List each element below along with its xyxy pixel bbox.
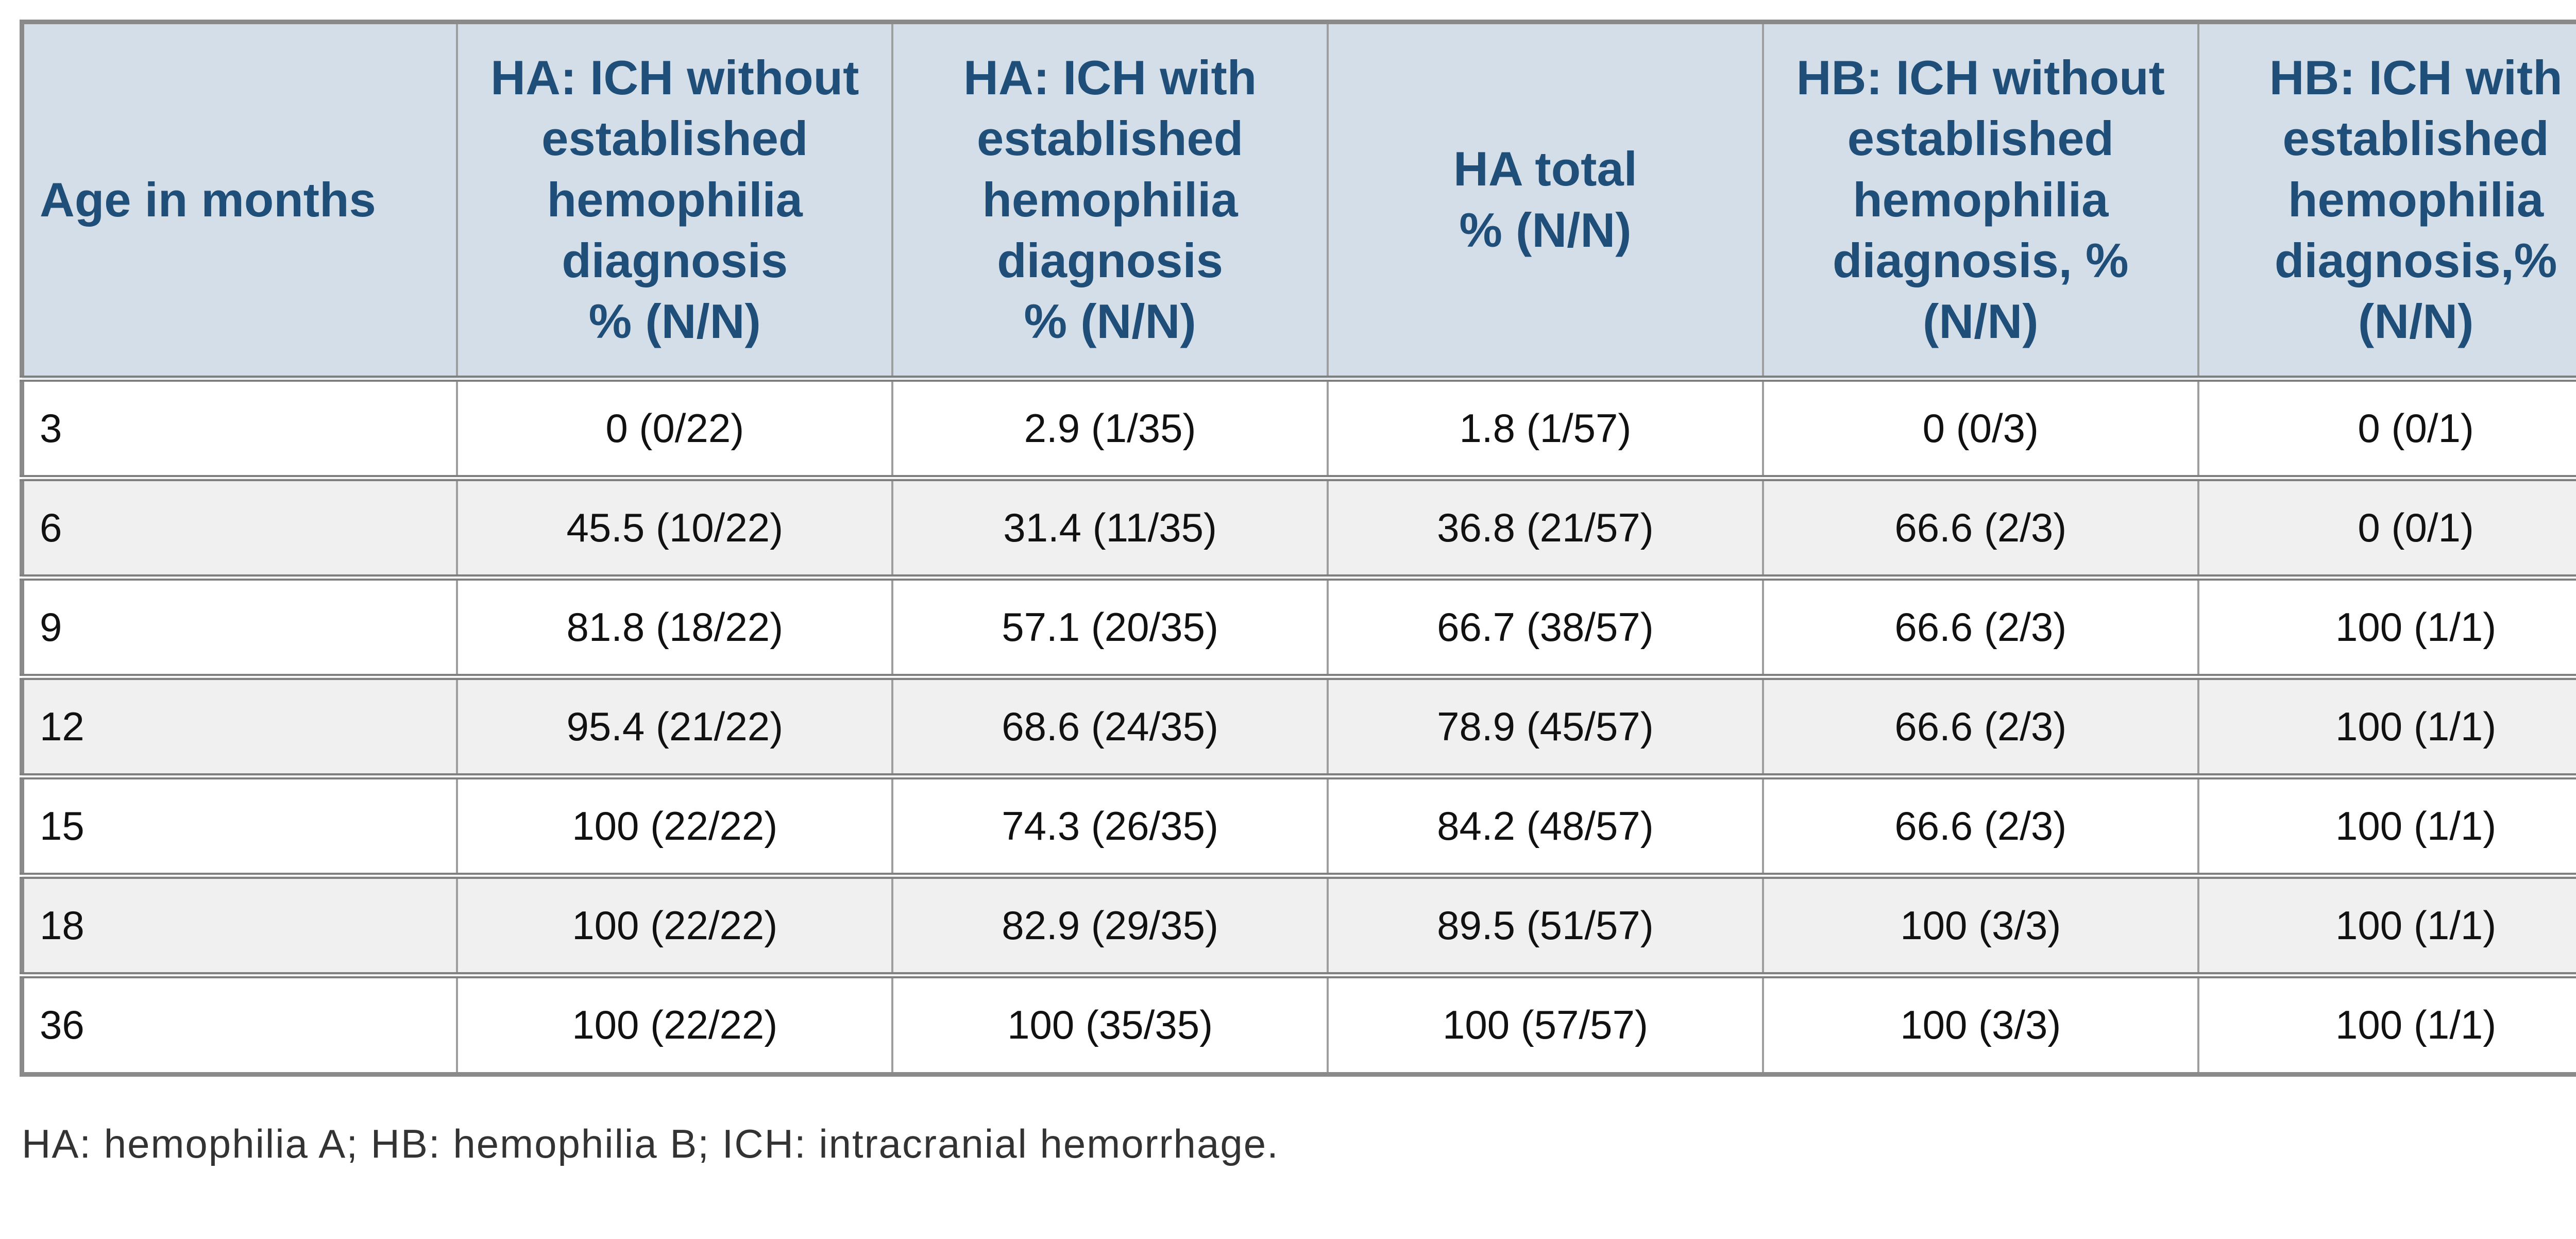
abbreviations-footnote: HA: hemophilia A; HB: hemophilia B; ICH:…: [22, 1121, 1279, 1166]
cell-ha-total: 66.7 (38/57): [1327, 574, 1763, 677]
cell-hb-without: 100 (3/3): [1761, 872, 2198, 975]
cell-age: 15: [22, 773, 457, 876]
header-line: % (N/N): [1024, 294, 1196, 349]
cell-age: 9: [22, 574, 457, 677]
cell-age: 18: [22, 872, 457, 975]
header-line: hemophilia: [1853, 172, 2109, 227]
cell-hb-with: 0 (0/1): [2197, 378, 2576, 478]
cell-ha-without: 45.5 (10/22): [456, 474, 893, 578]
cell-ha-with: 68.6 (24/35): [891, 673, 1328, 776]
cell-ha-with: 2.9 (1/35): [891, 378, 1328, 478]
table-row-age-36: 36 100 (22/22) 100 (35/35) 100 (57/57) 1…: [22, 972, 2576, 1075]
column-header-ha-without: HA: ICH without established hemophilia d…: [456, 22, 893, 382]
header-line: % (N/N): [588, 294, 761, 349]
cell-ha-without: 100 (22/22): [456, 972, 893, 1075]
table-row-age-18: 18 100 (22/22) 82.9 (29/35) 89.5 (51/57)…: [22, 872, 2576, 975]
cell-hb-with: 0 (0/1): [2197, 474, 2576, 578]
header-line: diagnosis,%: [2274, 233, 2557, 287]
header-line: HB: ICH without: [1796, 50, 2165, 105]
header-line: % (N/N): [1459, 202, 1632, 257]
table-row-age-9: 9 81.8 (18/22) 57.1 (20/35) 66.7 (38/57)…: [22, 574, 2576, 677]
column-header-age: Age in months: [22, 22, 457, 382]
header-line: (N/N): [2358, 294, 2474, 349]
cell-hb-without: 66.6 (2/3): [1761, 673, 2198, 776]
header-line: Age in months: [40, 172, 376, 227]
cell-age: 6: [22, 474, 457, 578]
table-row-age-6: 6 45.5 (10/22) 31.4 (11/35) 36.8 (21/57)…: [22, 474, 2576, 578]
header-line: HA: ICH without: [490, 50, 859, 105]
cell-hb-without: 0 (0/3): [1761, 378, 2198, 478]
header-line: hemophilia: [982, 172, 1238, 227]
cell-hb-without: 66.6 (2/3): [1761, 474, 2198, 578]
header-line: hemophilia: [547, 172, 803, 227]
header-line: HA total: [1453, 142, 1637, 196]
cell-hb-without: 66.6 (2/3): [1761, 574, 2198, 677]
cell-ha-with: 31.4 (11/35): [891, 474, 1328, 578]
cell-ha-total: 1.8 (1/57): [1327, 378, 1763, 478]
page: Age in months HA: ICH without establishe…: [20, 20, 2576, 1166]
header-line: (N/N): [1923, 294, 2039, 349]
header-line: established: [977, 111, 1244, 166]
cell-hb-without: 100 (3/3): [1761, 972, 2198, 1075]
cell-age: 12: [22, 673, 457, 776]
header-line: established: [2282, 111, 2549, 166]
cell-hb-with: 100 (1/1): [2197, 872, 2576, 975]
cell-ha-without: 100 (22/22): [456, 773, 893, 876]
header-line: diagnosis: [997, 233, 1223, 287]
cell-age: 3: [22, 378, 457, 478]
cell-ha-without: 81.8 (18/22): [456, 574, 893, 677]
cell-ha-with: 57.1 (20/35): [891, 574, 1328, 677]
cell-ha-with: 74.3 (26/35): [891, 773, 1328, 876]
table-body: 3 0 (0/22) 2.9 (1/35) 1.8 (1/57) 0 (0/3)…: [22, 378, 2576, 1075]
header-line: hemophilia: [2288, 172, 2544, 227]
cell-hb-with: 100 (1/1): [2197, 673, 2576, 776]
table-row-age-12: 12 95.4 (21/22) 68.6 (24/35) 78.9 (45/57…: [22, 673, 2576, 776]
header-line: established: [541, 111, 808, 166]
cell-ha-total: 78.9 (45/57): [1327, 673, 1763, 776]
cell-hb-with: 100 (1/1): [2197, 972, 2576, 1075]
cell-ha-without: 95.4 (21/22): [456, 673, 893, 776]
header-row: Age in months HA: ICH without establishe…: [22, 22, 2576, 382]
column-header-hb-with: HB: ICH with established hemophilia diag…: [2197, 22, 2576, 382]
cell-ha-without: 100 (22/22): [456, 872, 893, 975]
cell-ha-total: 100 (57/57): [1327, 972, 1763, 1075]
cell-hb-with: 100 (1/1): [2197, 773, 2576, 876]
cell-ha-total: 89.5 (51/57): [1327, 872, 1763, 975]
cell-hb-without: 66.6 (2/3): [1761, 773, 2198, 876]
header-line: diagnosis: [562, 233, 788, 287]
cell-ha-total: 84.2 (48/57): [1327, 773, 1763, 876]
table-row-age-3: 3 0 (0/22) 2.9 (1/35) 1.8 (1/57) 0 (0/3)…: [22, 378, 2576, 478]
header-line: HB: ICH with: [2269, 50, 2563, 105]
table-header: Age in months HA: ICH without establishe…: [22, 22, 2576, 382]
cell-ha-with: 100 (35/35): [891, 972, 1328, 1075]
header-line: HA: ICH with: [963, 50, 1257, 105]
cell-ha-with: 82.9 (29/35): [891, 872, 1328, 975]
cell-ha-total: 36.8 (21/57): [1327, 474, 1763, 578]
table-row-age-15: 15 100 (22/22) 74.3 (26/35) 84.2 (48/57)…: [22, 773, 2576, 876]
cell-ha-without: 0 (0/22): [456, 378, 893, 478]
header-line: diagnosis, %: [1833, 233, 2129, 287]
ich-cumulative-table: Age in months HA: ICH without establishe…: [20, 20, 2576, 1077]
column-header-hb-without: HB: ICH without established hemophilia d…: [1761, 22, 2198, 382]
column-header-ha-with: HA: ICH with established hemophilia diag…: [891, 22, 1328, 382]
header-line: established: [1847, 111, 2114, 166]
cell-age: 36: [22, 972, 457, 1075]
column-header-ha-total: HA total % (N/N): [1327, 22, 1763, 382]
cell-hb-with: 100 (1/1): [2197, 574, 2576, 677]
